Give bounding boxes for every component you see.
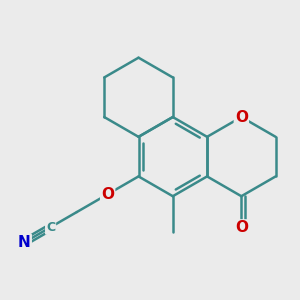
Text: C: C — [46, 221, 55, 234]
Text: O: O — [235, 110, 248, 124]
Text: N: N — [18, 235, 31, 250]
Text: O: O — [101, 187, 114, 202]
Text: O: O — [235, 220, 248, 236]
